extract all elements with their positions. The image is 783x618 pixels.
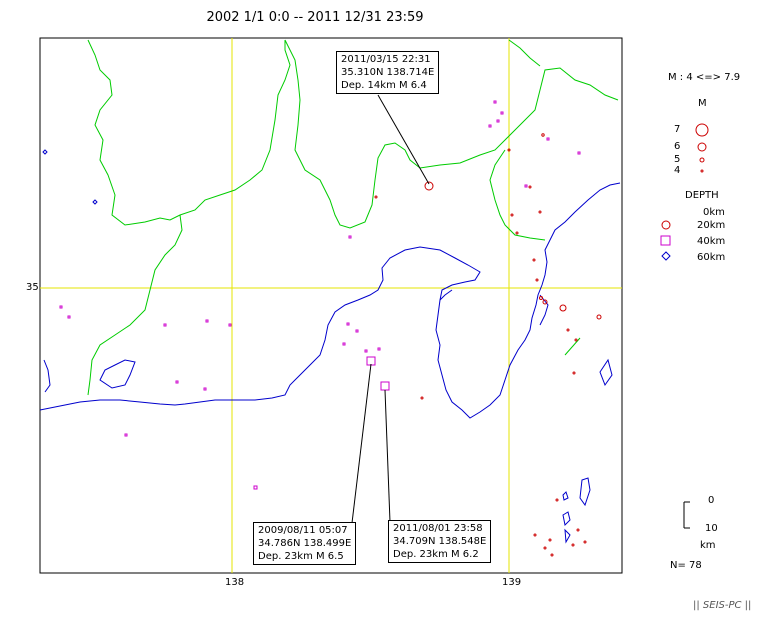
legend-depth-symbols — [660, 220, 671, 261]
prefecture-borders — [87, 39, 619, 396]
annotation-depth-mag: Dep. 23km M 6.5 — [258, 551, 344, 562]
epicenters-deep — [42, 149, 98, 205]
software-footer: || SEIS-PC || — [693, 600, 752, 611]
legend-magnitude-4: 4 — [674, 165, 681, 176]
earthquake-count: N= 78 — [670, 560, 702, 571]
map-frame — [39, 37, 623, 574]
legend-depth-20: 20km — [697, 220, 726, 231]
scale-top-label: 0 — [708, 495, 715, 506]
legend-magnitude-title: M — [698, 98, 707, 109]
epicenters-mid — [59, 100, 581, 490]
annotation-box-3: 2011/08/01 23:58 34.709N 138.548E Dep. 2… — [388, 520, 492, 563]
annotation-datetime: 2011/03/15 22:31 — [341, 54, 431, 65]
legend-depth-60: 60km — [697, 252, 726, 263]
legend-magnitude-symbols — [695, 123, 709, 173]
annotation-depth-mag: Dep. 14km M 6.4 — [341, 80, 427, 91]
legend-depth-title: DEPTH — [685, 190, 719, 201]
legend-magnitude-range: M : 4 <=> 7.9 — [668, 72, 741, 83]
legend-magnitude-5: 5 — [674, 154, 681, 165]
legend-magnitude-7: 7 — [674, 124, 681, 135]
legend-depth-0: 0km — [703, 207, 725, 218]
lon-label-139: 139 — [502, 577, 522, 588]
chart-title: 2002 1/1 0:0 -- 2011 12/31 23:59 — [206, 10, 424, 25]
annotation-box-2: 2009/08/11 05:07 34.786N 138.499E Dep. 2… — [253, 522, 357, 565]
legend-depth-40: 40km — [697, 236, 726, 247]
lat-label-35: 35 — [26, 282, 39, 293]
annotation-datetime: 2011/08/01 23:58 — [393, 523, 483, 534]
coastline — [39, 182, 621, 544]
epicenters-shallow — [374, 133, 602, 557]
annotation-box-1: 2011/03/15 22:31 35.310N 138.714E Dep. 1… — [336, 51, 440, 94]
annotation-leaders — [351, 94, 430, 524]
lon-label-138: 138 — [225, 577, 245, 588]
annotation-coords: 34.786N 138.499E — [258, 538, 352, 549]
annotation-depth-mag: Dep. 23km M 6.2 — [393, 549, 479, 560]
depth-scale-bar — [683, 501, 690, 529]
legend-magnitude-6: 6 — [674, 141, 681, 152]
annotation-datetime: 2009/08/11 05:07 — [258, 525, 348, 536]
scale-unit-label: km — [700, 540, 716, 551]
scale-bottom-label: 10 — [705, 523, 718, 534]
annotation-coords: 34.709N 138.548E — [393, 536, 487, 547]
annotation-coords: 35.310N 138.714E — [341, 67, 435, 78]
